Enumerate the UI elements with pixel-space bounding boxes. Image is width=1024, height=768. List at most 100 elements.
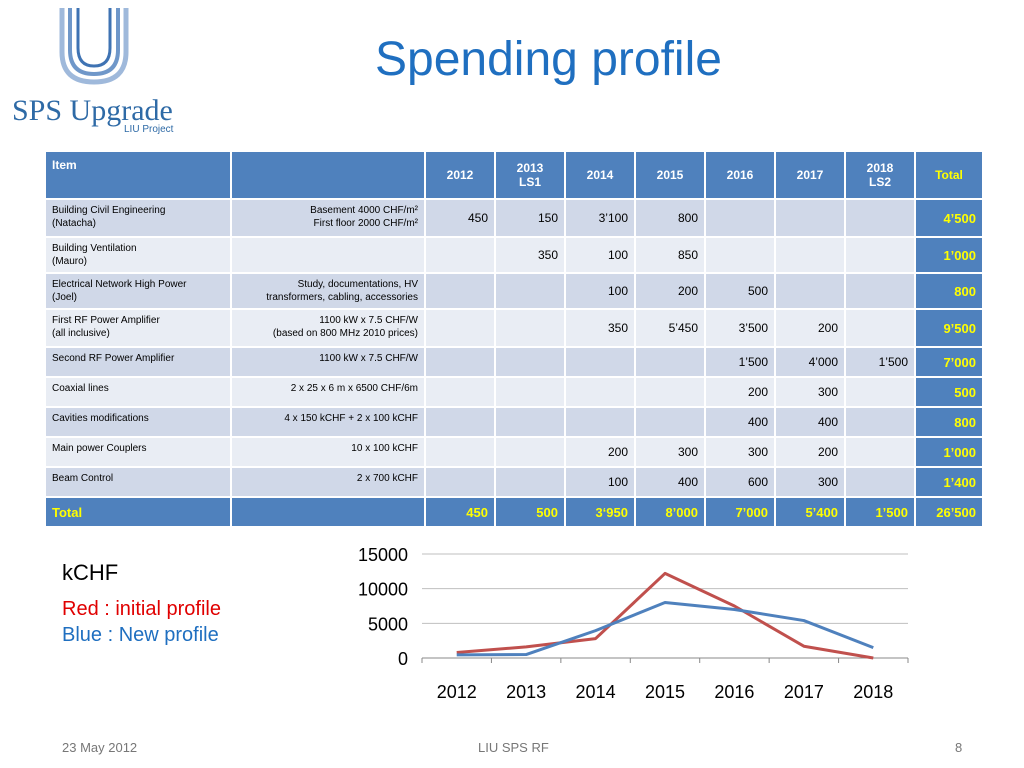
value-cell bbox=[844, 406, 916, 438]
row-total-cell: 500 bbox=[914, 376, 984, 408]
item-owner: (Joel) bbox=[52, 292, 78, 303]
table-row: Electrical Network High Power (Joel) Study… bbox=[44, 272, 984, 310]
item-name-cell: Main power Couplers bbox=[44, 436, 232, 468]
item-note-cell: 10 x 100 kCHF bbox=[230, 436, 426, 468]
logo-subtitle: LIU Project bbox=[124, 124, 174, 135]
value-cell: 1’500 bbox=[704, 346, 776, 378]
value-cell bbox=[634, 406, 706, 438]
item-name: Beam Control bbox=[52, 473, 114, 484]
value-cell bbox=[424, 406, 496, 438]
value-cell bbox=[564, 346, 636, 378]
x-tick-label: 2018 bbox=[853, 682, 893, 702]
column-header: 2014 bbox=[564, 150, 636, 200]
item-note-cell: 1100 kW x 7.5 CHF/W (based on 800 MHz 201… bbox=[230, 308, 426, 348]
row-total-cell: 1’400 bbox=[914, 466, 984, 498]
value-cell: 400 bbox=[774, 406, 846, 438]
column-header-text: Item bbox=[52, 158, 77, 172]
item-name-cell: Beam Control bbox=[44, 466, 232, 498]
x-tick-label: 2017 bbox=[784, 682, 824, 702]
value-cell bbox=[844, 466, 916, 498]
value-cell bbox=[424, 236, 496, 274]
item-name-cell: Building Ventilation (Mauro) bbox=[44, 236, 232, 274]
value-cell: 500 bbox=[704, 272, 776, 310]
year-total-cell: 5’400 bbox=[774, 496, 846, 528]
total-note-cell bbox=[230, 496, 426, 528]
item-owner: (all inclusive) bbox=[52, 328, 110, 339]
item-note-line2: (based on 800 MHz 2010 prices) bbox=[272, 328, 418, 339]
value-cell bbox=[844, 236, 916, 274]
value-cell bbox=[494, 406, 566, 438]
item-name-cell: Cavities modifications bbox=[44, 406, 232, 438]
year-total-cell: 1’500 bbox=[844, 496, 916, 528]
column-header-text: 2018 bbox=[866, 161, 894, 175]
table-row: Building Ventilation (Mauro) 350 100 850 1’00… bbox=[44, 236, 984, 274]
column-header: 2016 bbox=[704, 150, 776, 200]
y-tick-label: 5000 bbox=[368, 614, 408, 634]
value-cell bbox=[844, 436, 916, 468]
column-header: 2015 bbox=[634, 150, 706, 200]
column-header-subtext: LS1 bbox=[518, 175, 541, 189]
series-line-initial bbox=[456, 571, 874, 660]
column-header-text: 2016 bbox=[726, 168, 754, 182]
column-header: Total bbox=[914, 150, 984, 200]
column-header-text: 2014 bbox=[586, 168, 614, 182]
value-cell bbox=[774, 272, 846, 310]
item-note: 4 x 150 kCHF + 2 x 100 kCHF bbox=[284, 413, 418, 424]
value-cell: 400 bbox=[634, 466, 706, 498]
item-note-cell: 1100 kW x 7.5 CHF/W bbox=[230, 346, 426, 378]
value-cell bbox=[564, 376, 636, 408]
item-note: 2 x 700 kCHF bbox=[356, 473, 418, 484]
item-owner: (Mauro) bbox=[52, 256, 88, 267]
column-header-subtext: LS2 bbox=[868, 175, 891, 189]
item-note-cell: Study, documentations, HV transformers, c… bbox=[230, 272, 426, 310]
value-cell bbox=[704, 236, 776, 274]
footer-center: LIU SPS RF bbox=[478, 740, 549, 755]
table-row: Main power Couplers 10 x 100 kCHF 200 300 30… bbox=[44, 436, 984, 468]
value-cell: 400 bbox=[704, 406, 776, 438]
value-cell: 200 bbox=[634, 272, 706, 310]
column-header-text: 2013 bbox=[516, 161, 544, 175]
year-total-cell: 450 bbox=[424, 496, 496, 528]
value-cell: 1’500 bbox=[844, 346, 916, 378]
value-cell bbox=[424, 272, 496, 310]
item-name-cell: Coaxial lines bbox=[44, 376, 232, 408]
value-cell bbox=[494, 308, 566, 348]
value-cell: 800 bbox=[634, 198, 706, 238]
value-cell: 300 bbox=[774, 466, 846, 498]
value-cell bbox=[494, 376, 566, 408]
item-owner: (Natacha) bbox=[52, 218, 96, 229]
y-tick-label: 15000 bbox=[358, 545, 408, 565]
table-row: Cavities modifications 4 x 150 kCHF + 2 x… bbox=[44, 406, 984, 438]
row-total-cell: 4’500 bbox=[914, 198, 984, 238]
legend-red: Red : initial profile bbox=[62, 598, 221, 620]
unit-label: kCHF bbox=[62, 560, 119, 585]
item-name-cell: Second RF Power Amplifier bbox=[44, 346, 232, 378]
table-row: Beam Control 2 x 700 kCHF 100 400 600 300 1’40… bbox=[44, 466, 984, 498]
value-cell bbox=[494, 466, 566, 498]
row-total-cell: 800 bbox=[914, 272, 984, 310]
value-cell: 3’500 bbox=[704, 308, 776, 348]
column-header: 2013 LS1 bbox=[494, 150, 566, 200]
year-total-cell: 500 bbox=[494, 496, 566, 528]
value-cell: 100 bbox=[564, 236, 636, 274]
column-header: 2018 LS2 bbox=[844, 150, 916, 200]
row-total-cell: 1’000 bbox=[914, 236, 984, 274]
value-cell bbox=[494, 272, 566, 310]
legend-blue: Blue : New profile bbox=[62, 624, 219, 646]
item-note-cell: 4 x 150 kCHF + 2 x 100 kCHF bbox=[230, 406, 426, 438]
value-cell: 5’450 bbox=[634, 308, 706, 348]
table-row: Building Civil Engineering (Natacha) Basem… bbox=[44, 198, 984, 238]
value-cell: 200 bbox=[774, 308, 846, 348]
slide-title: Spending profile bbox=[375, 33, 722, 86]
item-name-cell: Building Civil Engineering (Natacha) bbox=[44, 198, 232, 238]
value-cell: 450 bbox=[424, 198, 496, 238]
value-cell bbox=[634, 346, 706, 378]
year-total-cell: 8’000 bbox=[634, 496, 706, 528]
item-name: Coaxial lines bbox=[52, 383, 109, 394]
item-name-cell: First RF Power Amplifier (all inclusive) bbox=[44, 308, 232, 348]
item-name: Building Ventilation bbox=[52, 243, 137, 254]
item-note: 10 x 100 kCHF bbox=[351, 443, 418, 454]
row-total-cell: 9’500 bbox=[914, 308, 984, 348]
logo-text: SPS Upgrade bbox=[12, 94, 173, 127]
value-cell bbox=[844, 308, 916, 348]
